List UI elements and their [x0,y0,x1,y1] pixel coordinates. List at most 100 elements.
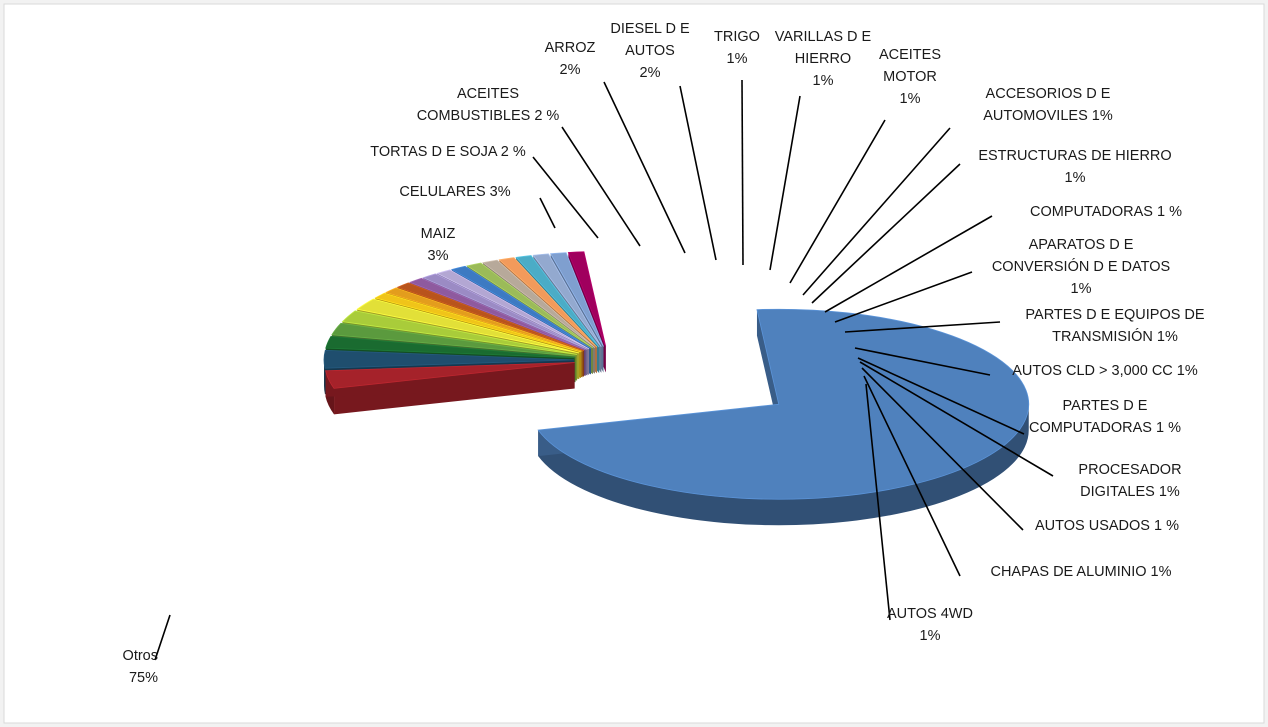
leader-chapas [863,375,961,577]
label-line-procesador: DIGITALES 1% [1080,484,1180,500]
slice-top-chapas [550,252,604,347]
label-line-otros: 75% [129,670,158,686]
label-line-computadoras: COMPUTADORAS 1 % [1030,204,1182,220]
label-line-partes_comp: PARTES D E [1063,398,1148,414]
leader-partes_trans [844,321,1001,333]
leader-otros [154,614,171,661]
slice-top-aparatos [450,265,592,349]
leader-varillas [769,95,801,271]
label-line-accesorios: ACCESORIOS D E [986,86,1111,102]
label-line-celulares: CELULARES 3% [399,184,510,200]
label-chapas: CHAPAS DE ALUMINIO 1% [990,564,1171,580]
slice-top-partes_comp [498,257,598,348]
label-aparatos: APARATOS D E CONVERSIÓN D E DATOS 1% [992,237,1170,297]
slice-top-autos4wd [567,251,607,347]
slice-otros [537,308,1030,526]
label-line-aparatos: CONVERSIÓN D E DATOS [992,258,1170,275]
leader-arroz [603,81,686,254]
slice-top-arroz [341,310,578,355]
label-diesel: DIESEL D E AUTOS 2% [610,21,690,81]
leader-accesorios [802,127,951,296]
leader-computadoras [824,215,993,313]
label-usados: AUTOS USADOS 1 % [1035,518,1179,534]
label-line-maiz: MAIZ [421,226,456,242]
slice-top-trigo [374,292,582,353]
label-line-trigo: TRIGO [714,29,760,45]
slice-top-usados [532,253,602,347]
label-accesorios: ACCESORIOS D E AUTOMOVILES 1% [983,86,1113,124]
label-line-partes_trans: PARTES D E EQUIPOS DE [1025,307,1204,323]
label-procesador: PROCESADOR DIGITALES 1% [1078,462,1181,500]
leader-autos_cld [854,347,991,376]
leader-aparatos [834,271,973,323]
label-line-partes_comp: COMPUTADORAS 1 % [1029,420,1181,436]
label-line-varillas: VARILLAS D E [775,29,872,45]
slice-top-maiz [325,362,575,389]
label-line-procesador: PROCESADOR [1078,462,1181,478]
leader-partes_comp [857,357,1025,435]
label-celulares: CELULARES 3% [399,184,510,200]
label-computadoras: COMPUTADORAS 1 % [1030,204,1182,220]
leader-usados [861,367,1024,531]
label-otros: Otros 75% [123,648,159,686]
label-line-autos_cld: AUTOS CLD > 3,000 CC 1% [1012,363,1198,379]
label-line-estructuras: ESTRUCTURAS DE HIERRO [978,148,1171,164]
label-line-aparatos: 1% [1071,281,1092,297]
label-line-estructuras: 1% [1065,170,1086,186]
label-line-autos4wd: AUTOS 4WD [887,606,973,622]
slice-top-diesel [356,298,580,354]
label-line-varillas: HIERRO [795,51,851,67]
leader-diesel [679,85,717,261]
leader-autos4wd [865,383,891,621]
slice-maiz [325,362,575,415]
label-autos4wd: AUTOS 4WD 1% [887,606,973,644]
leader-celulares [539,197,556,229]
label-estructuras: ESTRUCTURAS DE HIERRO 1% [978,148,1171,186]
slice-top-accesorios [408,277,586,351]
slice-top-estructuras [422,273,588,350]
slice-top-celulares [323,349,575,369]
label-line-trigo: 1% [727,51,748,67]
label-trigo: TRIGO 1% [714,29,760,67]
label-line-combust: ACEITES [457,86,519,102]
slice-top-autos_cld [482,259,596,348]
slice-top-otros [537,308,1030,500]
label-combust: ACEITES COMBUSTIBLES 2 % [417,86,560,124]
label-line-combust: COMBUSTIBLES 2 % [417,108,560,124]
leader-procesador [859,361,1054,477]
slice-labels: Otros 75% MAIZ 3% CELULARES 3% TORTAS D E SOJ… [123,21,1205,686]
leader-estructuras [811,163,961,304]
slice-top-procesador [515,255,600,348]
label-arroz: ARROZ 2% [545,40,596,78]
label-line-aparatos: APARATOS D E [1029,237,1134,253]
slice-top-partes_trans [466,262,594,349]
leader-combust [561,126,641,247]
slice-top-soja [325,335,575,359]
leader-soja [532,156,599,239]
slice-edge-otros [756,309,779,431]
label-line-aceites_motor: ACEITES [879,47,941,63]
slice-top-aceites_motor [396,282,585,351]
label-line-otros: Otros [123,648,158,664]
label-line-accesorios: AUTOMOVILES 1% [983,108,1113,124]
slices-layer [323,251,1030,526]
slice-top-computadoras [436,269,590,350]
label-line-diesel: 2% [640,65,661,81]
leader-trigo [741,79,744,266]
label-partes_trans: PARTES D E EQUIPOS DE TRANSMISIÓN 1% [1025,307,1204,345]
leader-aceites_motor [789,119,886,284]
slice-top-varillas [384,287,583,352]
label-varillas: VARILLAS D E HIERRO 1% [775,29,872,89]
label-line-soja: TORTAS D E SOJA 2 % [370,144,526,160]
leader-lines [154,79,1054,661]
label-line-chapas: CHAPAS DE ALUMINIO 1% [990,564,1171,580]
label-line-aceites_motor: MOTOR [883,69,937,85]
label-line-autos4wd: 1% [920,628,941,644]
label-line-maiz: 3% [428,248,449,264]
label-soja: TORTAS D E SOJA 2 % [370,144,526,160]
label-line-partes_trans: TRANSMISIÓN 1% [1052,328,1178,345]
label-line-arroz: ARROZ [545,40,596,56]
label-autos_cld: AUTOS CLD > 3,000 CC 1% [1012,363,1198,379]
label-partes_comp: PARTES D E COMPUTADORAS 1 % [1029,398,1181,436]
